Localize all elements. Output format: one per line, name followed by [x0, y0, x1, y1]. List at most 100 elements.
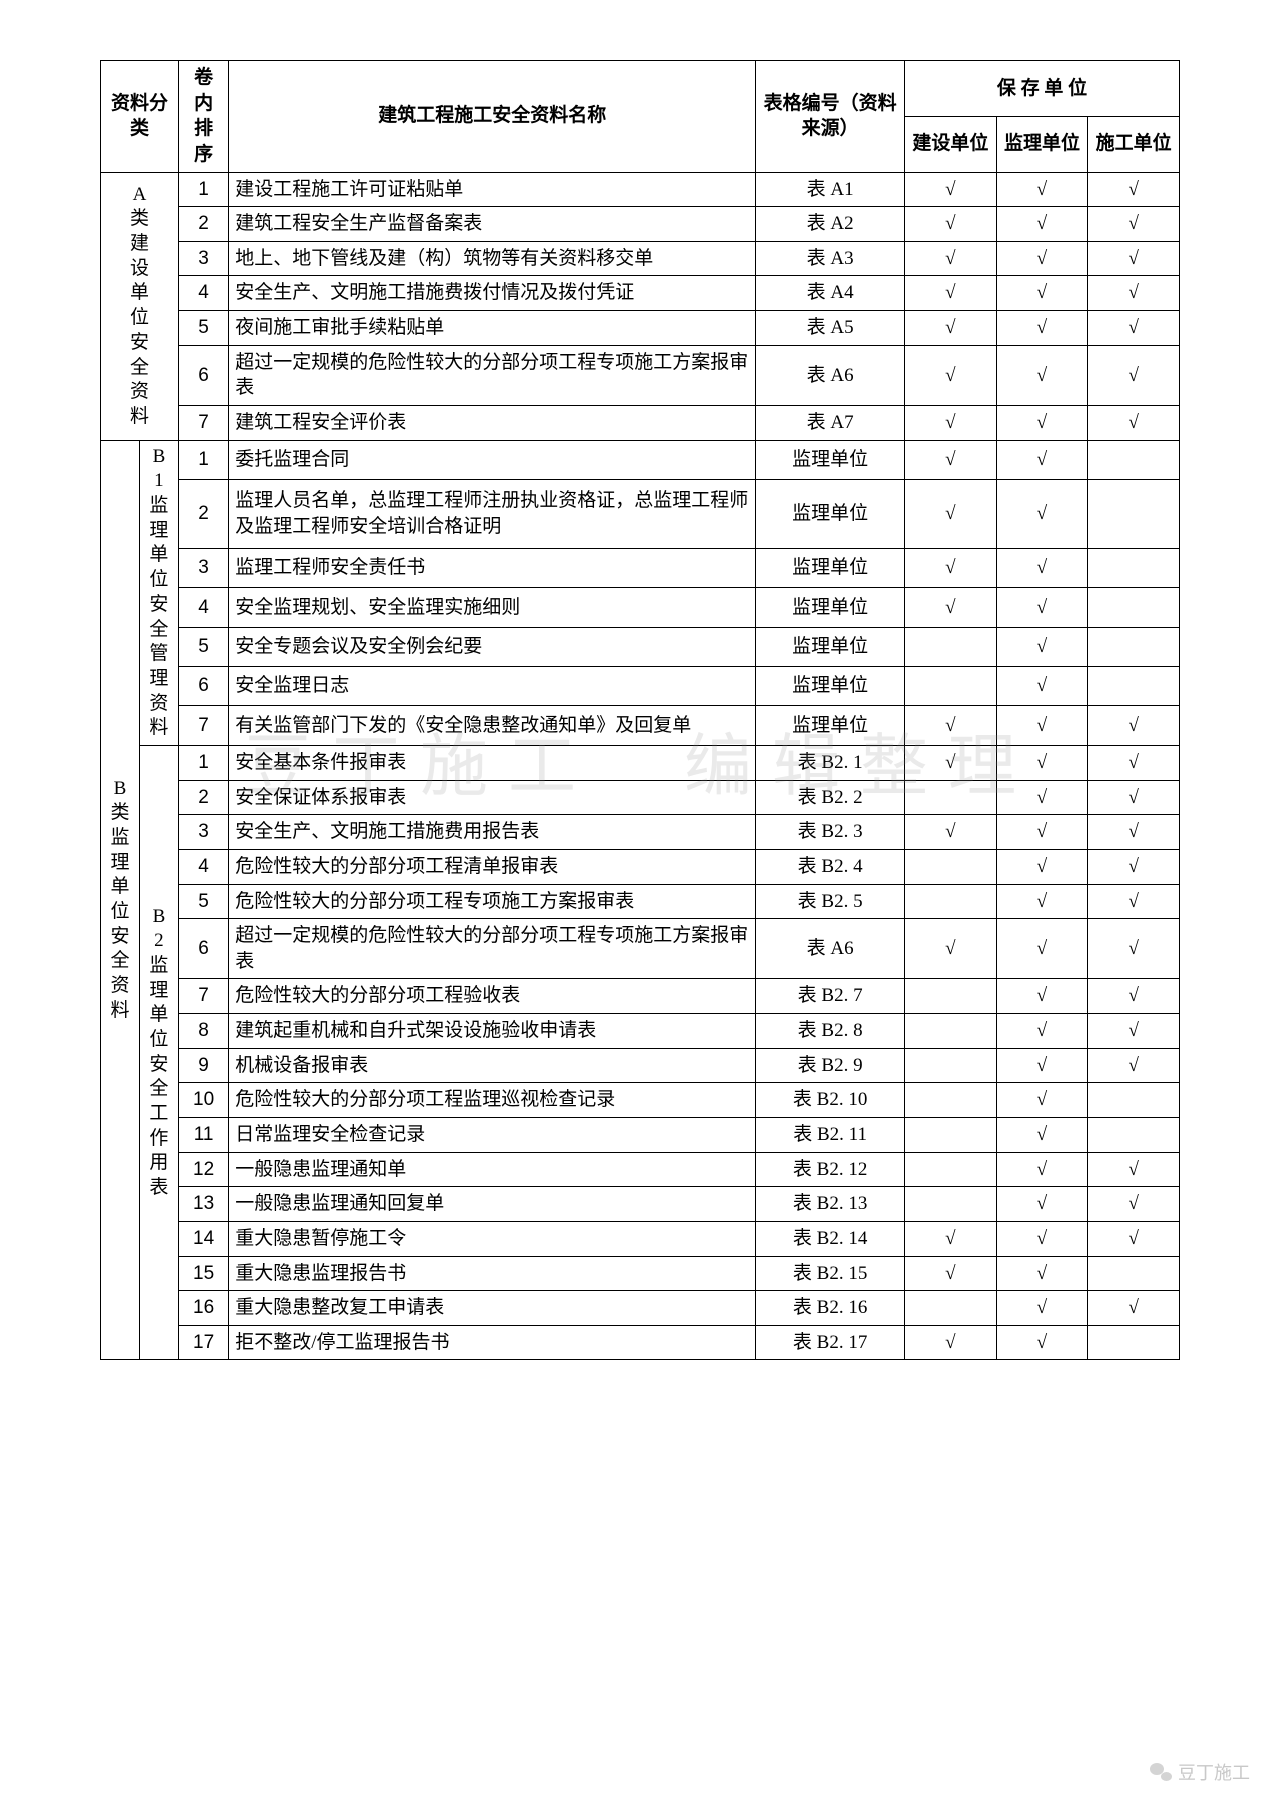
row-check: √ [996, 1221, 1088, 1256]
row-check: √ [996, 627, 1088, 666]
row-seq: 14 [178, 1221, 228, 1256]
row-form: 表 B2. 11 [756, 1117, 905, 1152]
row-check: √ [996, 588, 1088, 627]
row-seq: 4 [178, 849, 228, 884]
row-form: 表 B2. 9 [756, 1048, 905, 1083]
row-check: √ [1088, 849, 1180, 884]
row-check [905, 884, 997, 919]
row-check [905, 1187, 997, 1222]
row-form: 表 B2. 16 [756, 1291, 905, 1326]
row-seq: 6 [178, 667, 228, 706]
header-storage: 保 存 单 位 [905, 61, 1180, 117]
row-name: 重大隐患整改复工申请表 [229, 1291, 756, 1326]
row-name: 安全监理规划、安全监理实施细则 [229, 588, 756, 627]
row-check: √ [1088, 745, 1180, 780]
row-name: 安全专题会议及安全例会纪要 [229, 627, 756, 666]
row-check [1088, 1256, 1180, 1291]
row-form: 表 B2. 2 [756, 780, 905, 815]
table-row: 7有关监管部门下发的《安全隐患整改通知单》及回复单监理单位√√√ [101, 706, 1180, 746]
safety-document-table: 资料分类 卷内排序 建筑工程施工安全资料名称 表格编号（资料来源） 保 存 单 … [100, 60, 1180, 1360]
row-name: 机械设备报审表 [229, 1048, 756, 1083]
table-row: 4危险性较大的分部分项工程清单报审表表 B2. 4√√ [101, 849, 1180, 884]
row-check: √ [905, 440, 997, 479]
row-check [905, 1014, 997, 1049]
table-row: B 类监理单位安全资料B1 监理单位安全管理资料1委托监理合同监理单位√√ [101, 440, 1180, 479]
table-row: 16重大隐患整改复工申请表表 B2. 16√√ [101, 1291, 1180, 1326]
table-row: 12一般隐患监理通知单表 B2. 12√√ [101, 1152, 1180, 1187]
row-form: 表 A3 [756, 241, 905, 276]
row-name: 委托监理合同 [229, 440, 756, 479]
row-seq: 8 [178, 1014, 228, 1049]
row-name: 一般隐患监理通知回复单 [229, 1187, 756, 1222]
row-name: 危险性较大的分部分项工程验收表 [229, 979, 756, 1014]
row-seq: 5 [178, 311, 228, 346]
row-name: 安全基本条件报审表 [229, 745, 756, 780]
row-check: √ [905, 815, 997, 850]
table-row: 3监理工程师安全责任书监理单位√√ [101, 548, 1180, 587]
row-check: √ [996, 1325, 1088, 1360]
row-check: √ [996, 311, 1088, 346]
row-form: 表 A5 [756, 311, 905, 346]
row-check [905, 1048, 997, 1083]
row-form: 表 B2. 4 [756, 849, 905, 884]
table-body: A 类建设单位安全资料1建设工程施工许可证粘贴单表 A1√√√2建筑工程安全生产… [101, 172, 1180, 1360]
row-form: 监理单位 [756, 548, 905, 587]
row-form: 表 B2. 3 [756, 815, 905, 850]
row-check: √ [905, 480, 997, 549]
row-check [1088, 1117, 1180, 1152]
row-check [905, 627, 997, 666]
row-check [1088, 588, 1180, 627]
row-check: √ [905, 1325, 997, 1360]
row-check: √ [996, 815, 1088, 850]
row-check: √ [905, 241, 997, 276]
row-check [905, 667, 997, 706]
row-form: 表 A6 [756, 919, 905, 979]
header-category: 资料分类 [101, 61, 179, 173]
table-row: 14重大隐患暂停施工令表 B2. 14√√√ [101, 1221, 1180, 1256]
row-seq: 1 [178, 745, 228, 780]
table-row: 5夜间施工审批手续粘贴单表 A5√√√ [101, 311, 1180, 346]
row-seq: 16 [178, 1291, 228, 1326]
row-check: √ [996, 1152, 1088, 1187]
header-title: 建筑工程施工安全资料名称 [229, 61, 756, 173]
row-check: √ [905, 345, 997, 405]
row-check: √ [996, 667, 1088, 706]
row-name: 拒不整改/停工监理报告书 [229, 1325, 756, 1360]
row-check: √ [905, 276, 997, 311]
row-check: √ [1088, 815, 1180, 850]
row-check: √ [996, 1187, 1088, 1222]
table-row: 6超过一定规模的危险性较大的分部分项工程专项施工方案报审表表 A6√√√ [101, 919, 1180, 979]
row-check: √ [996, 172, 1088, 207]
row-check: √ [1088, 311, 1180, 346]
row-form: 表 B2. 5 [756, 884, 905, 919]
row-seq: 13 [178, 1187, 228, 1222]
row-check: √ [996, 440, 1088, 479]
table-row: 13一般隐患监理通知回复单表 B2. 13√√ [101, 1187, 1180, 1222]
header-unit-build: 建设单位 [905, 116, 997, 172]
row-seq: 17 [178, 1325, 228, 1360]
row-check [905, 780, 997, 815]
row-name: 建设工程施工许可证粘贴单 [229, 172, 756, 207]
row-check [905, 849, 997, 884]
row-seq: 7 [178, 706, 228, 746]
row-name: 重大隐患暂停施工令 [229, 1221, 756, 1256]
table-row: 7危险性较大的分部分项工程验收表表 B2. 7√√ [101, 979, 1180, 1014]
row-check: √ [996, 706, 1088, 746]
table-row: 11日常监理安全检查记录表 B2. 11√ [101, 1117, 1180, 1152]
row-check: √ [905, 706, 997, 746]
row-name: 日常监理安全检查记录 [229, 1117, 756, 1152]
row-name: 重大隐患监理报告书 [229, 1256, 756, 1291]
row-name: 安全生产、文明施工措施费拨付情况及拨付凭证 [229, 276, 756, 311]
row-check [1088, 1325, 1180, 1360]
row-check: √ [996, 406, 1088, 441]
row-check: √ [905, 172, 997, 207]
row-name: 监理工程师安全责任书 [229, 548, 756, 587]
wechat-icon [1150, 1763, 1172, 1781]
row-check: √ [996, 884, 1088, 919]
row-check: √ [905, 311, 997, 346]
row-form: 表 A4 [756, 276, 905, 311]
row-name: 危险性较大的分部分项工程清单报审表 [229, 849, 756, 884]
table-row: A 类建设单位安全资料1建设工程施工许可证粘贴单表 A1√√√ [101, 172, 1180, 207]
row-name: 危险性较大的分部分项工程专项施工方案报审表 [229, 884, 756, 919]
row-check [905, 979, 997, 1014]
